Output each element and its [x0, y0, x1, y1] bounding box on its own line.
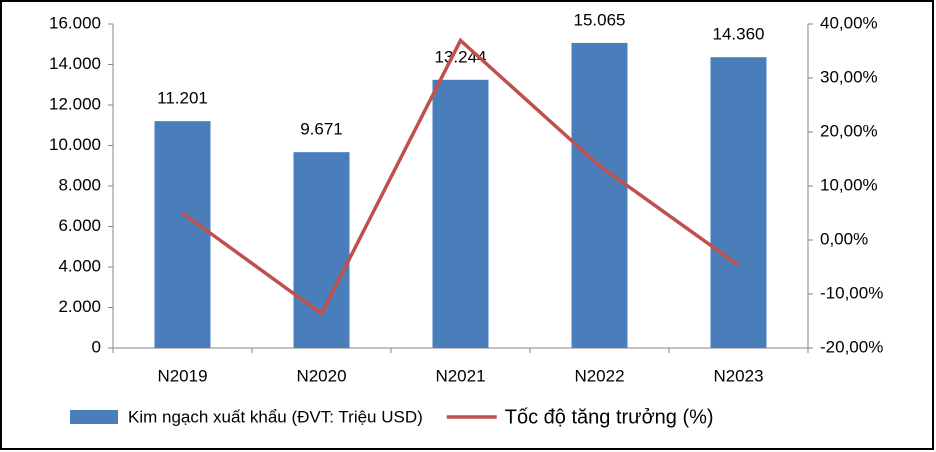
- data-label: 15.065: [574, 10, 626, 29]
- growth-line: [181, 37, 740, 317]
- y-tick-label: 8.000: [58, 175, 101, 194]
- legend-swatch: [70, 410, 118, 424]
- x-tick-label: N2023: [713, 366, 763, 385]
- bar: [710, 57, 767, 349]
- y-tick-label: 12.000: [49, 94, 101, 113]
- x-tick-label: N2020: [296, 366, 346, 385]
- y2-tick-label: 30,00%: [820, 67, 878, 86]
- y-tick-label: 2.000: [58, 297, 101, 316]
- bar: [432, 79, 489, 349]
- x-tick-label: N2019: [157, 366, 207, 385]
- data-label: 9.671: [300, 120, 343, 139]
- legend-label: Kim ngạch xuất khẩu (ĐVT: Triệu USD): [128, 407, 423, 426]
- x-tick-label: N2021: [435, 366, 485, 385]
- y2-tick-label: -10,00%: [820, 283, 883, 302]
- y-tick-label: 16.000: [49, 13, 101, 32]
- y2-tick-label: 20,00%: [820, 121, 878, 140]
- y-tick-label: 10.000: [49, 135, 101, 154]
- legend-label: Tốc độ tăng trưởng (%): [505, 406, 714, 428]
- data-label: 11.201: [157, 89, 208, 108]
- y-tick-label: 6.000: [58, 216, 101, 235]
- x-tick-label: N2022: [574, 366, 624, 385]
- y2-tick-label: 40,00%: [820, 13, 878, 32]
- y-tick-label: 0: [92, 337, 101, 356]
- y2-tick-label: 0,00%: [820, 229, 868, 248]
- bar: [154, 121, 211, 348]
- y2-tick-label: -20,00%: [820, 337, 883, 356]
- y-tick-label: 4.000: [58, 256, 101, 275]
- y-tick-label: 14.000: [49, 54, 101, 73]
- bar: [571, 42, 628, 349]
- data-label: 14.360: [713, 25, 765, 44]
- bar: [293, 152, 350, 348]
- y2-tick-label: 10,00%: [820, 175, 878, 194]
